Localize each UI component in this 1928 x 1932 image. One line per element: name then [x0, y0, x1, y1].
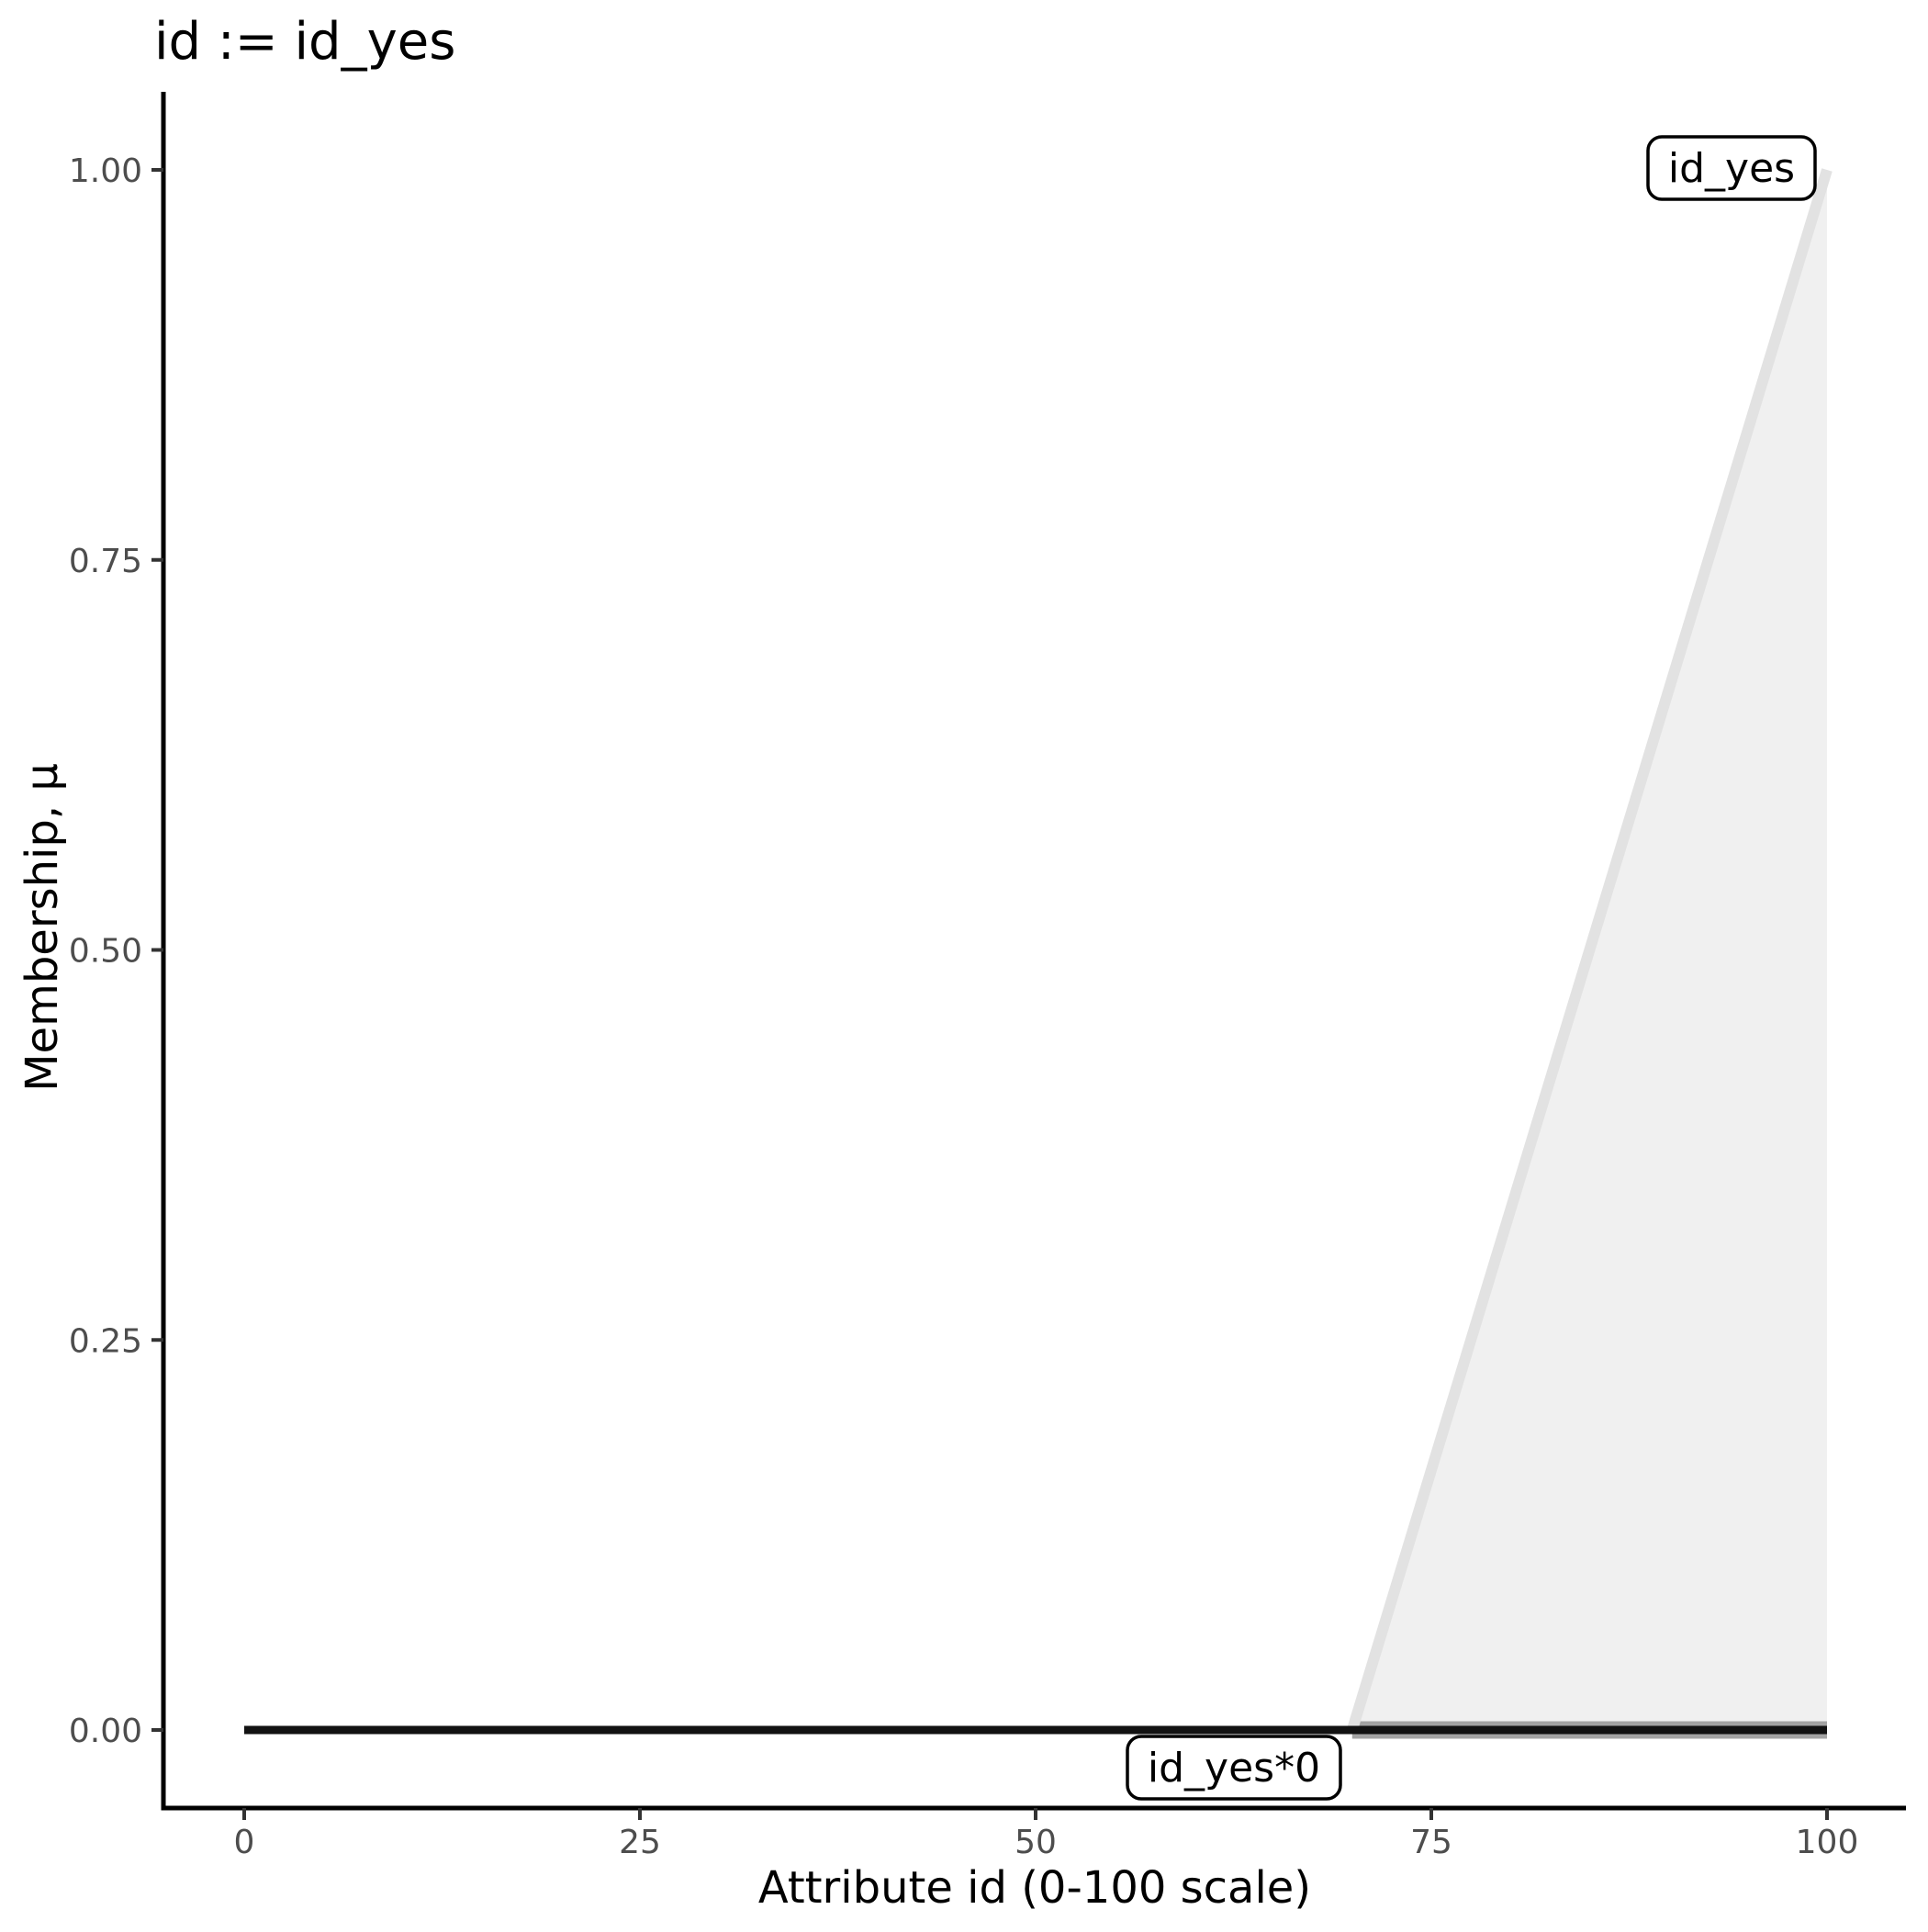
x-tick-label: 75	[1410, 1824, 1452, 1861]
annotation-box	[1646, 135, 1817, 201]
x-tick-label: 50	[1014, 1824, 1057, 1861]
mf-line-id_yes	[1347, 168, 1833, 1732]
x-tick-label: 25	[619, 1824, 661, 1861]
annotation-text: id_yes*0	[1148, 1745, 1320, 1792]
annotation-text: id_yes	[1668, 145, 1795, 192]
y-tick-label: 0.00	[69, 1713, 142, 1750]
y-tick-label: 0.25	[69, 1322, 142, 1360]
annotation-box	[1126, 1735, 1342, 1801]
annotation-layer: id_yes id_yes*0	[1126, 135, 1817, 1801]
annotation-id_yes: id_yes	[1646, 135, 1817, 201]
plot-title: id := id_yes	[154, 12, 455, 72]
y-tick-label: 1.00	[69, 152, 142, 190]
axis-layer: 0 25 50 75 100 0.00 0.25 0.50 0.75 1.00	[69, 92, 1906, 1861]
y-tick-label: 0.75	[69, 543, 142, 580]
x-tick-label: 100	[1796, 1824, 1859, 1861]
annotation-id_yes*0: id_yes*0	[1126, 1735, 1342, 1801]
y-tick-label: 0.50	[69, 933, 142, 971]
x-axis-title: Attribute id (0-100 scale)	[758, 1862, 1311, 1914]
x-tick-label: 0	[234, 1824, 255, 1861]
y-axis-title: Membership, μ	[17, 763, 68, 1092]
series-layer	[244, 168, 1833, 1739]
